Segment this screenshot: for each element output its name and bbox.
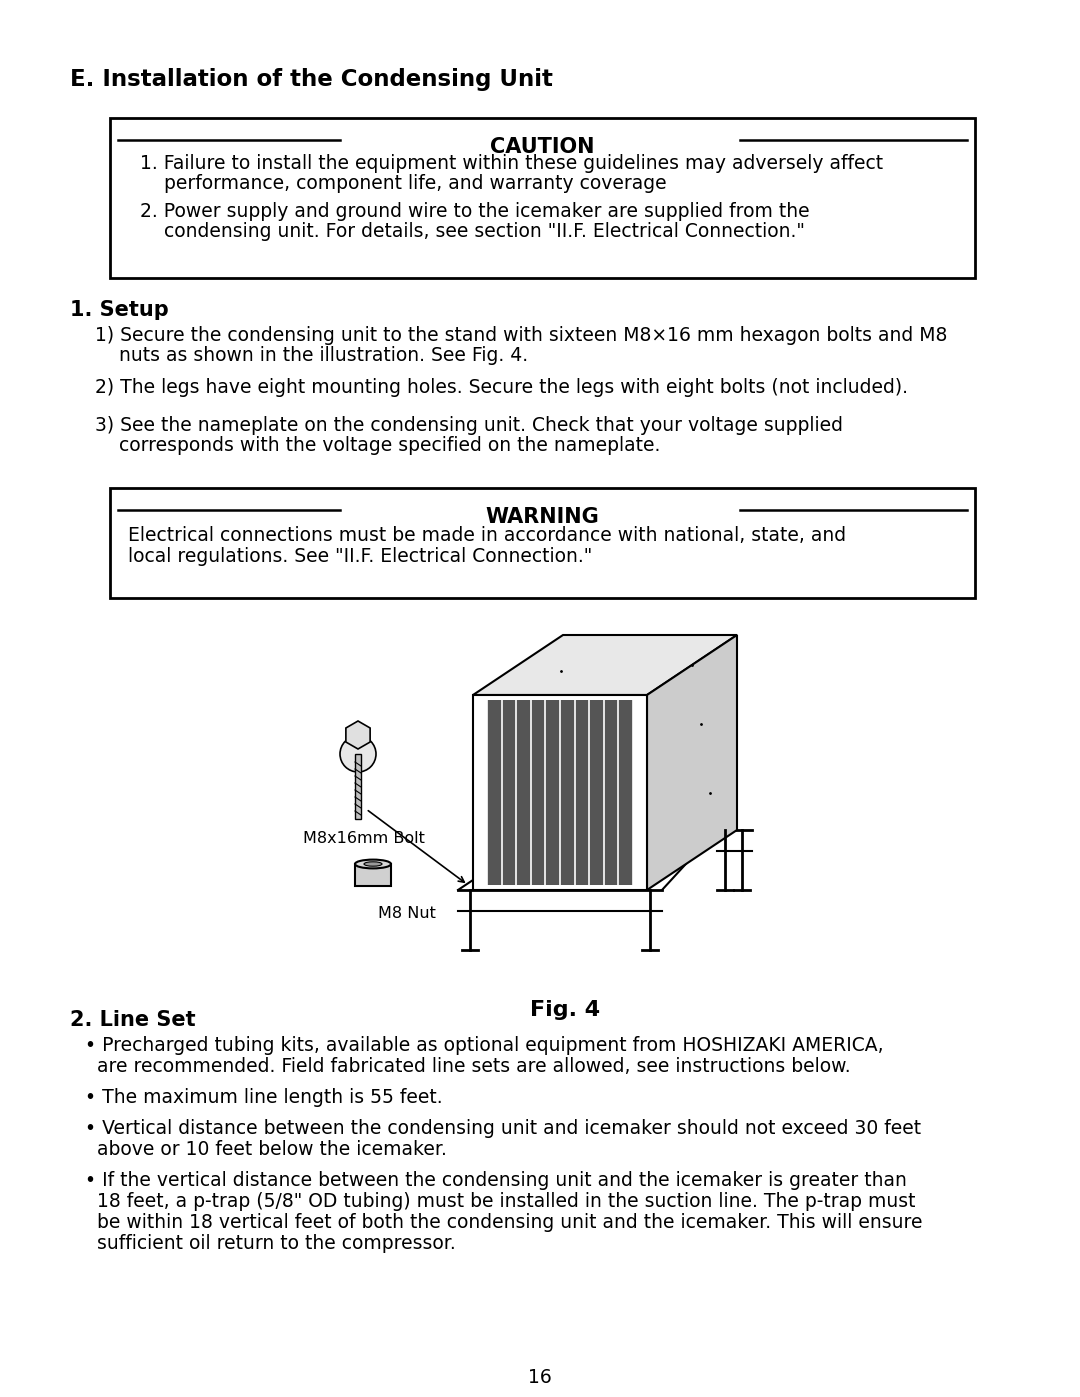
Bar — [355, 754, 361, 819]
Text: above or 10 feet below the icemaker.: above or 10 feet below the icemaker. — [85, 1140, 447, 1160]
Text: corresponds with the voltage specified on the nameplate.: corresponds with the voltage specified o… — [95, 436, 660, 455]
Text: CAUTION: CAUTION — [490, 137, 595, 156]
Text: 1) Secure the condensing unit to the stand with sixteen M8×16 mm hexagon bolts a: 1) Secure the condensing unit to the sta… — [95, 326, 947, 345]
Text: E. Installation of the Condensing Unit: E. Installation of the Condensing Unit — [70, 68, 553, 91]
Bar — [110, 117, 975, 278]
Text: 1. Setup: 1. Setup — [70, 300, 168, 320]
Text: nuts as shown in the illustration. See Fig. 4.: nuts as shown in the illustration. See F… — [95, 346, 528, 365]
Polygon shape — [473, 694, 647, 890]
Text: WARNING: WARNING — [486, 507, 599, 527]
Text: condensing unit. For details, see section "II.F. Electrical Connection.": condensing unit. For details, see sectio… — [140, 222, 805, 242]
Text: local regulations. See "II.F. Electrical Connection.": local regulations. See "II.F. Electrical… — [129, 548, 592, 566]
Text: M8x16mm Bolt: M8x16mm Bolt — [303, 831, 424, 847]
Text: performance, component life, and warranty coverage: performance, component life, and warrant… — [140, 175, 666, 193]
Bar — [355, 863, 391, 886]
Text: M8 Nut: M8 Nut — [378, 907, 436, 921]
Text: are recommended. Field fabricated line sets are allowed, see instructions below.: are recommended. Field fabricated line s… — [85, 1058, 851, 1076]
Text: Fig. 4: Fig. 4 — [530, 1000, 600, 1020]
Polygon shape — [647, 636, 737, 890]
Ellipse shape — [355, 859, 391, 869]
Text: Electrical connections must be made in accordance with national, state, and: Electrical connections must be made in a… — [129, 527, 846, 545]
Polygon shape — [473, 636, 737, 694]
Circle shape — [340, 736, 376, 773]
Text: 2. Line Set: 2. Line Set — [70, 1010, 195, 1030]
Text: • Precharged tubing kits, available as optional equipment from HOSHIZAKI AMERICA: • Precharged tubing kits, available as o… — [85, 1037, 883, 1055]
Text: 18 feet, a p-trap (5/8" OD tubing) must be installed in the suction line. The p-: 18 feet, a p-trap (5/8" OD tubing) must … — [85, 1192, 916, 1211]
Text: 3) See the nameplate on the condensing unit. Check that your voltage supplied: 3) See the nameplate on the condensing u… — [95, 416, 843, 434]
Text: 16: 16 — [528, 1368, 552, 1387]
Polygon shape — [346, 721, 370, 749]
Text: • Vertical distance between the condensing unit and icemaker should not exceed 3: • Vertical distance between the condensi… — [85, 1119, 921, 1139]
Text: • The maximum line length is 55 feet.: • The maximum line length is 55 feet. — [85, 1088, 443, 1106]
Text: 2) The legs have eight mounting holes. Secure the legs with eight bolts (not inc: 2) The legs have eight mounting holes. S… — [95, 379, 908, 397]
Text: 2. Power supply and ground wire to the icemaker are supplied from the: 2. Power supply and ground wire to the i… — [140, 203, 810, 221]
Text: • If the vertical distance between the condensing unit and the icemaker is great: • If the vertical distance between the c… — [85, 1171, 907, 1190]
Ellipse shape — [364, 862, 382, 866]
Text: sufficient oil return to the compressor.: sufficient oil return to the compressor. — [85, 1234, 456, 1253]
Text: be within 18 vertical feet of both the condensing unit and the icemaker. This wi: be within 18 vertical feet of both the c… — [85, 1213, 922, 1232]
Text: 1. Failure to install the equipment within these guidelines may adversely affect: 1. Failure to install the equipment with… — [140, 154, 883, 173]
Polygon shape — [487, 700, 633, 886]
Bar — [110, 488, 975, 598]
